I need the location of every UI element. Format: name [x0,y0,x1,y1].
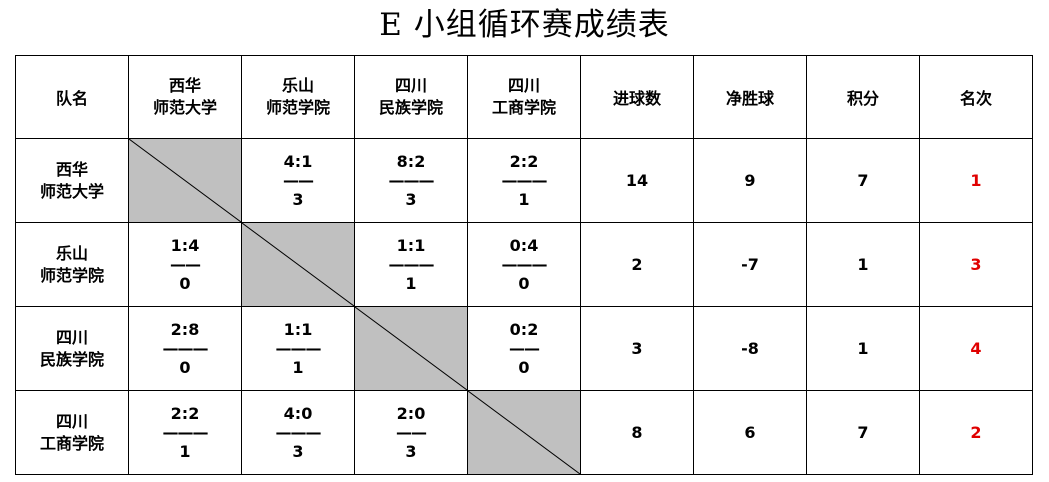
match-points: 0 [518,273,530,293]
match-points: 3 [292,441,304,461]
diagonal-cell [354,306,468,391]
points-cell: 7 [806,390,920,475]
diagonal-cell [128,138,242,223]
rank-cell: 4 [919,306,1033,391]
match-result-cell: 2:0 —— 3 [354,390,468,475]
match-points: 1 [179,441,191,461]
match-score: 2:2 [509,151,539,171]
points-cell: 7 [806,138,920,223]
match-result-cell: 2:8 ——— 0 [128,306,242,391]
header-rank: 名次 [919,55,1033,139]
net-cell: 9 [693,138,807,223]
rank-cell: 1 [919,138,1033,223]
match-score: 0:2 [509,319,539,339]
net-cell: 6 [693,390,807,475]
rank-cell: 2 [919,390,1033,475]
table-row: 四川 民族学院 2:8 ——— 0 1:1 ——— 1 0:2 —— 0 3 -8 1 4 [15,306,1033,391]
match-divider: ——— [275,338,322,358]
row-team-name: 四川 工商学院 [15,390,129,475]
goals-cell: 14 [580,138,694,223]
table-row: 乐山 师范学院 1:4 —— 0 1:1 ——— 1 0:4 ——— 0 2 -7 1 3 [15,222,1033,307]
row-team-name: 乐山 师范学院 [15,222,129,307]
match-points: 1 [518,189,530,209]
table-row: 四川 工商学院 2:2 ——— 1 4:0 ——— 3 2:0 —— 3 8 6 7 2 [15,390,1033,475]
match-score: 8:2 [396,151,426,171]
match-result-cell: 1:4 —— 0 [128,222,242,307]
match-score: 1:4 [170,235,200,255]
match-divider: ——— [501,170,548,190]
match-score: 0:4 [509,235,539,255]
header-goals: 进球数 [580,55,694,139]
match-score: 1:1 [283,319,313,339]
match-result-cell: 1:1 ——— 1 [354,222,468,307]
net-cell: -7 [693,222,807,307]
match-points: 3 [292,189,304,209]
match-result-cell: 0:2 —— 0 [467,306,581,391]
match-score: 2:0 [396,403,426,423]
standings-table: 队名 西华 师范大学 乐山 师范学院 四川 民族学院 四川 工商学院 进球数 净胜球 积… [15,55,1033,475]
match-divider: —— [283,170,314,190]
goals-cell: 8 [580,390,694,475]
match-result-cell: 2:2 ——— 1 [128,390,242,475]
match-divider: ——— [162,422,209,442]
match-score: 1:1 [396,235,426,255]
points-cell: 1 [806,306,920,391]
header-net: 净胜球 [693,55,807,139]
match-result-cell: 8:2 ——— 3 [354,138,468,223]
table-row: 西华 师范大学 4:1 —— 3 8:2 ——— 3 2:2 ——— 1 14 9 7 1 [15,138,1033,223]
match-divider: —— [170,254,201,274]
match-divider: —— [509,338,540,358]
page-title: E 小组循环赛成绩表 [379,7,670,43]
match-result-cell: 4:0 ——— 3 [241,390,355,475]
header-team-1: 西华 师范大学 [128,55,242,139]
net-cell: -8 [693,306,807,391]
row-team-name: 四川 民族学院 [15,306,129,391]
match-points: 0 [179,273,191,293]
match-divider: ——— [388,254,435,274]
points-cell: 1 [806,222,920,307]
header-team-3: 四川 民族学院 [354,55,468,139]
row-team-name: 西华 师范大学 [15,138,129,223]
header-team-4: 四川 工商学院 [467,55,581,139]
match-divider: —— [396,422,427,442]
diagonal-cell [241,222,355,307]
match-score: 4:1 [283,151,313,171]
match-points: 1 [405,273,417,293]
goals-cell: 3 [580,306,694,391]
header-row: 队名 西华 师范大学 乐山 师范学院 四川 民族学院 四川 工商学院 进球数 净胜球 积… [15,55,1033,139]
header-points: 积分 [806,55,920,139]
match-result-cell: 0:4 ——— 0 [467,222,581,307]
match-result-cell: 4:1 —— 3 [241,138,355,223]
diagonal-cell [467,390,581,475]
goals-cell: 2 [580,222,694,307]
match-points: 1 [292,357,304,377]
match-divider: ——— [501,254,548,274]
match-points: 0 [179,357,191,377]
match-score: 2:8 [170,319,200,339]
match-points: 3 [405,441,417,461]
match-score: 2:2 [170,403,200,423]
match-points: 3 [405,189,417,209]
rank-cell: 3 [919,222,1033,307]
match-divider: ——— [162,338,209,358]
header-team-label: 队名 [15,55,129,139]
match-divider: ——— [275,422,322,442]
match-divider: ——— [388,170,435,190]
match-points: 0 [518,357,530,377]
match-score: 4:0 [283,403,313,423]
match-result-cell: 2:2 ——— 1 [467,138,581,223]
header-team-2: 乐山 师范学院 [241,55,355,139]
match-result-cell: 1:1 ——— 1 [241,306,355,391]
